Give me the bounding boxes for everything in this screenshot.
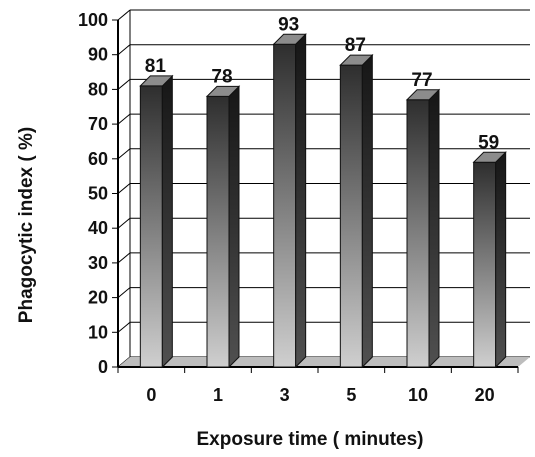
gridline-depth [117, 217, 131, 229]
y-tick-label: 0 [98, 357, 108, 377]
gridline-depth [117, 183, 131, 194]
chart-floor-plane [118, 357, 530, 367]
data-label-20: 59 [478, 132, 499, 153]
gridline-depth [117, 44, 131, 56]
bar-front-0 [139, 85, 163, 368]
bar-top-3 [272, 33, 307, 45]
labels: 0 10 20 30 40 50 60 70 80 90 100 81 0 78 1 93 3 87 5 77 10 59… [78, 10, 499, 405]
y-tick-label: 80 [88, 79, 108, 99]
gridline-depth [117, 148, 131, 160]
bar-top-0 [139, 75, 174, 87]
bar-top-5 [339, 54, 374, 66]
gridline-depth [117, 113, 131, 125]
y-tick-label: 70 [88, 114, 108, 134]
x-tick-label-5: 5 [346, 385, 356, 405]
bar-side-3 [295, 33, 307, 369]
y-tick-label: 30 [88, 253, 108, 273]
bar-side-1 [228, 85, 240, 369]
y-tick-label: 60 [88, 149, 108, 169]
gridline-depth [117, 252, 131, 264]
bars [139, 33, 507, 369]
gridline-depth [117, 79, 131, 90]
gridline-depth [117, 321, 131, 333]
data-label-0: 81 [145, 56, 167, 77]
x-tick-label-3: 3 [280, 385, 290, 405]
chart-floor [118, 357, 530, 367]
bar-top-20 [472, 151, 507, 163]
x-tick-label-20: 20 [475, 385, 495, 405]
axes [112, 10, 519, 373]
x-tick-label-0: 0 [146, 385, 156, 405]
x-axis-title: Exposure time ( minutes) [197, 429, 424, 450]
bar-side-5 [361, 53, 373, 369]
bar-front-3 [273, 43, 297, 368]
bar-side-0 [161, 74, 173, 369]
data-label-3: 93 [278, 14, 299, 35]
gridline-depth [117, 287, 131, 298]
bar-front-20 [473, 161, 497, 368]
data-label-1: 78 [211, 66, 232, 87]
y-tick-label: 40 [88, 218, 108, 238]
bar-side-10 [428, 88, 440, 369]
data-label-10: 77 [411, 70, 432, 91]
bar-front-10 [406, 99, 430, 368]
grid-lines [117, 9, 530, 368]
bar-front-1 [206, 95, 230, 368]
y-tick-label: 100 [78, 10, 108, 30]
y-tick-label: 90 [88, 45, 108, 65]
bar-side-20 [495, 151, 507, 369]
bar-top-1 [205, 85, 241, 97]
x-tick-label-1: 1 [213, 385, 223, 405]
y-axis-title: Phagocytic index ( %) [16, 127, 37, 323]
bar-top-10 [405, 89, 441, 101]
y-tick-label: 50 [88, 184, 108, 204]
gridline-depth [117, 9, 131, 21]
y-tick-label: 20 [88, 288, 108, 308]
x-tick-label-10: 10 [408, 385, 428, 405]
data-label-5: 87 [345, 35, 366, 56]
bar-front-5 [339, 64, 363, 368]
y-tick-label: 10 [88, 322, 108, 342]
